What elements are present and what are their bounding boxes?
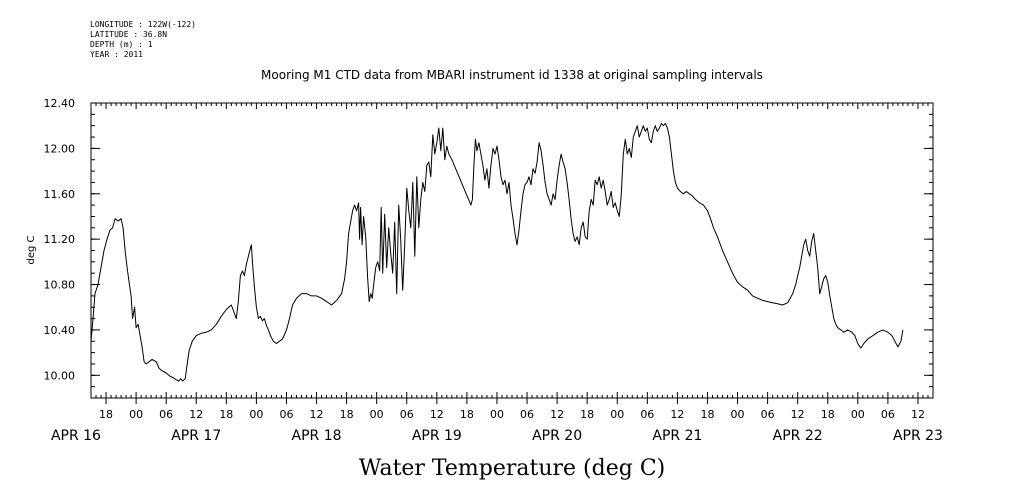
x-tick-label: 06 xyxy=(761,408,775,421)
x-day-label: APR 19 xyxy=(412,428,462,444)
x-day-label: APR 23 xyxy=(893,428,943,444)
latitude-label: LATITUDE : 36.8N xyxy=(90,30,168,39)
x-tick-label: 00 xyxy=(129,408,143,421)
x-tick-label: 00 xyxy=(610,408,624,421)
chart-title: Mooring M1 CTD data from MBARI instrumen… xyxy=(261,68,763,82)
year-label: YEAR : 2011 xyxy=(90,50,143,59)
series-layer xyxy=(90,122,904,382)
x-tick-label: 18 xyxy=(340,408,354,421)
y-tick-label: 11.60 xyxy=(44,188,76,201)
x-tick-label: 12 xyxy=(550,408,564,421)
x-tick-label: 00 xyxy=(249,408,263,421)
y-tick-label: 10.40 xyxy=(44,324,76,337)
x-day-label: APR 21 xyxy=(652,428,702,444)
x-tick-label: 00 xyxy=(731,408,745,421)
y-tick-label: 11.20 xyxy=(44,233,76,246)
x-axis-label: Water Temperature (deg C) xyxy=(359,456,666,481)
x-tick-label: 18 xyxy=(219,408,233,421)
x-tick-label: 00 xyxy=(490,408,504,421)
x-day-label: APR 17 xyxy=(171,428,221,444)
x-day-label: APR 20 xyxy=(532,428,582,444)
x-tick-label: 06 xyxy=(159,408,173,421)
y-tick-label: 12.40 xyxy=(44,97,76,110)
x-tick-label: 18 xyxy=(580,408,594,421)
x-day-label: APR 22 xyxy=(773,428,823,444)
y-tick-label: 12.00 xyxy=(44,142,76,155)
x-tick-label: 12 xyxy=(670,408,684,421)
y-tick-label: 10.00 xyxy=(44,369,76,382)
x-tick-label: 06 xyxy=(520,408,534,421)
temperature-series-line xyxy=(90,122,904,382)
longitude-label: LONGITUDE : 122W(-122) xyxy=(90,20,196,29)
x-tick-label: 18 xyxy=(99,408,113,421)
x-tick-label: 12 xyxy=(791,408,805,421)
plot-frame xyxy=(90,102,934,399)
x-tick-label: 12 xyxy=(310,408,324,421)
x-tick-label: 12 xyxy=(189,408,203,421)
metadata-block: LONGITUDE : 122W(-122) LATITUDE : 36.8N … xyxy=(90,20,196,60)
x-day-label: APR 16 xyxy=(51,428,101,444)
x-tick-label: 06 xyxy=(640,408,654,421)
x-tick-label: 18 xyxy=(460,408,474,421)
x-tick-label: 12 xyxy=(911,408,925,421)
y-axis: 10.00 10.40 10.80 11.20 11.60 12.00 12.40 xyxy=(44,97,933,382)
x-tick-label: 12 xyxy=(430,408,444,421)
depth-label: DEPTH (m) : 1 xyxy=(90,40,153,49)
y-axis-label: deg C xyxy=(26,235,37,264)
x-tick-label: 00 xyxy=(370,408,384,421)
x-axis: 18 00 06 12 18 00 06 12 18 00 06 12 18 00 06 12 18 00 06 12… xyxy=(51,398,943,444)
x-tick-label: 18 xyxy=(700,408,714,421)
frame-ticks xyxy=(90,102,934,399)
x-tick-label: 06 xyxy=(881,408,895,421)
x-tick-label: 06 xyxy=(279,408,293,421)
x-tick-label: 06 xyxy=(400,408,414,421)
y-tick-label: 10.80 xyxy=(44,279,76,292)
x-day-label: APR 18 xyxy=(292,428,342,444)
x-tick-label: 00 xyxy=(851,408,865,421)
x-tick-label: 18 xyxy=(821,408,835,421)
